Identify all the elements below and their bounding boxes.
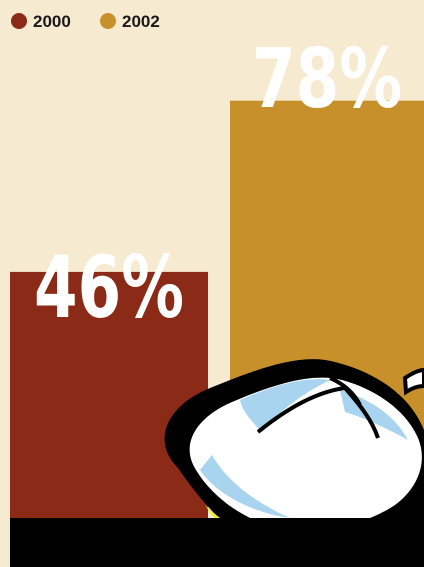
computer-mouse-icon — [164, 359, 424, 562]
legend-label-2002: 2002 — [122, 12, 160, 31]
data-label-2002: 78% — [252, 32, 402, 127]
legend-swatch-2002 — [100, 13, 116, 29]
chart-baseline — [10, 518, 424, 567]
legend-swatch-2000 — [11, 13, 27, 29]
bar-2000 — [10, 271, 208, 518]
legend-label-2000: 2000 — [33, 12, 71, 31]
data-label-2000: 46% — [34, 238, 184, 338]
